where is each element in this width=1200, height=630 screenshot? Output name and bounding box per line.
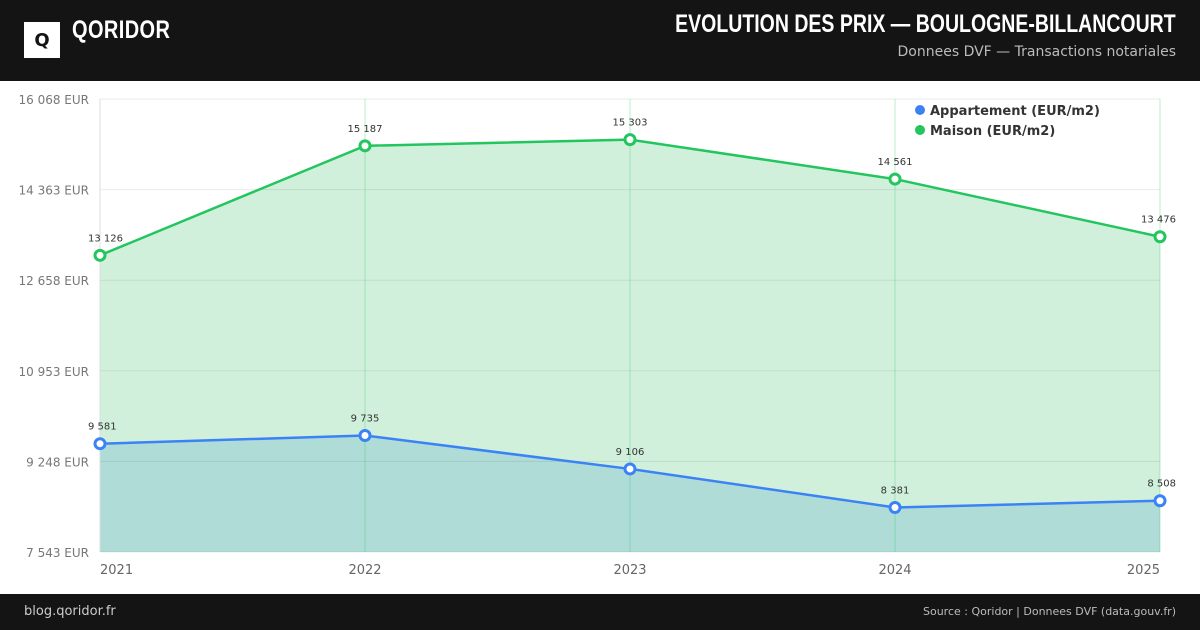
header: Q QORIDOR EVOLUTION DES PRIX — BOULOGNE-… (0, 0, 1200, 81)
brand-name: QORIDOR (72, 16, 171, 44)
x-tick-label: 2022 (348, 563, 381, 578)
x-tick-label: 2023 (613, 563, 646, 578)
x-tick-label: 2025 (1127, 563, 1160, 578)
data-point (623, 133, 637, 147)
footer-source: Source : Qoridor | Donnees DVF (data.gou… (923, 605, 1176, 618)
x-tick-label: 2021 (100, 563, 133, 578)
legend-marker (915, 125, 925, 135)
data-point (358, 139, 372, 153)
footer: blog.qoridor.fr Source : Qoridor | Donne… (0, 594, 1200, 630)
y-tick-label: 7 543 EUR (26, 546, 89, 560)
data-point (623, 462, 637, 476)
chart-title: EVOLUTION DES PRIX — BOULOGNE-BILLANCOUR… (675, 10, 1176, 38)
logo: Q (24, 22, 60, 58)
data-point (358, 429, 372, 443)
data-label: 9 581 (88, 422, 117, 433)
legend-label: Maison (EUR/m2) (930, 124, 1055, 139)
y-tick-label: 9 248 EUR (26, 455, 89, 469)
footer-site-link[interactable]: blog.qoridor.fr (24, 604, 116, 619)
data-point (888, 172, 902, 186)
data-point (93, 248, 107, 262)
y-tick-label: 12 658 EUR (18, 274, 89, 288)
chart-subtitle: Donnees DVF — Transactions notariales (897, 44, 1177, 60)
data-label: 14 561 (878, 157, 913, 168)
legend-marker (915, 105, 925, 115)
data-label: 15 303 (613, 118, 648, 129)
data-label: 13 126 (88, 233, 123, 244)
y-tick-label: 14 363 EUR (18, 184, 89, 198)
data-label: 13 476 (1141, 215, 1176, 226)
y-tick-label: 16 068 EUR (18, 93, 89, 107)
data-point (93, 437, 107, 451)
data-label: 9 106 (616, 447, 645, 458)
data-label: 9 735 (351, 414, 380, 425)
y-tick-label: 10 953 EUR (18, 365, 89, 379)
price-chart: 7 543 EUR 9 248 EUR 10 953 EUR 12 658 EUR 14… (18, 93, 1176, 578)
x-tick-label: 2024 (878, 563, 911, 578)
data-point (1153, 494, 1167, 508)
area-0 (100, 435, 1160, 552)
data-label: 15 187 (348, 124, 383, 135)
data-label: 8 381 (881, 485, 910, 496)
data-label: 8 508 (1147, 479, 1176, 490)
data-point (888, 500, 902, 514)
data-point (1153, 230, 1167, 244)
legend-label: Appartement (EUR/m2) (930, 104, 1100, 119)
